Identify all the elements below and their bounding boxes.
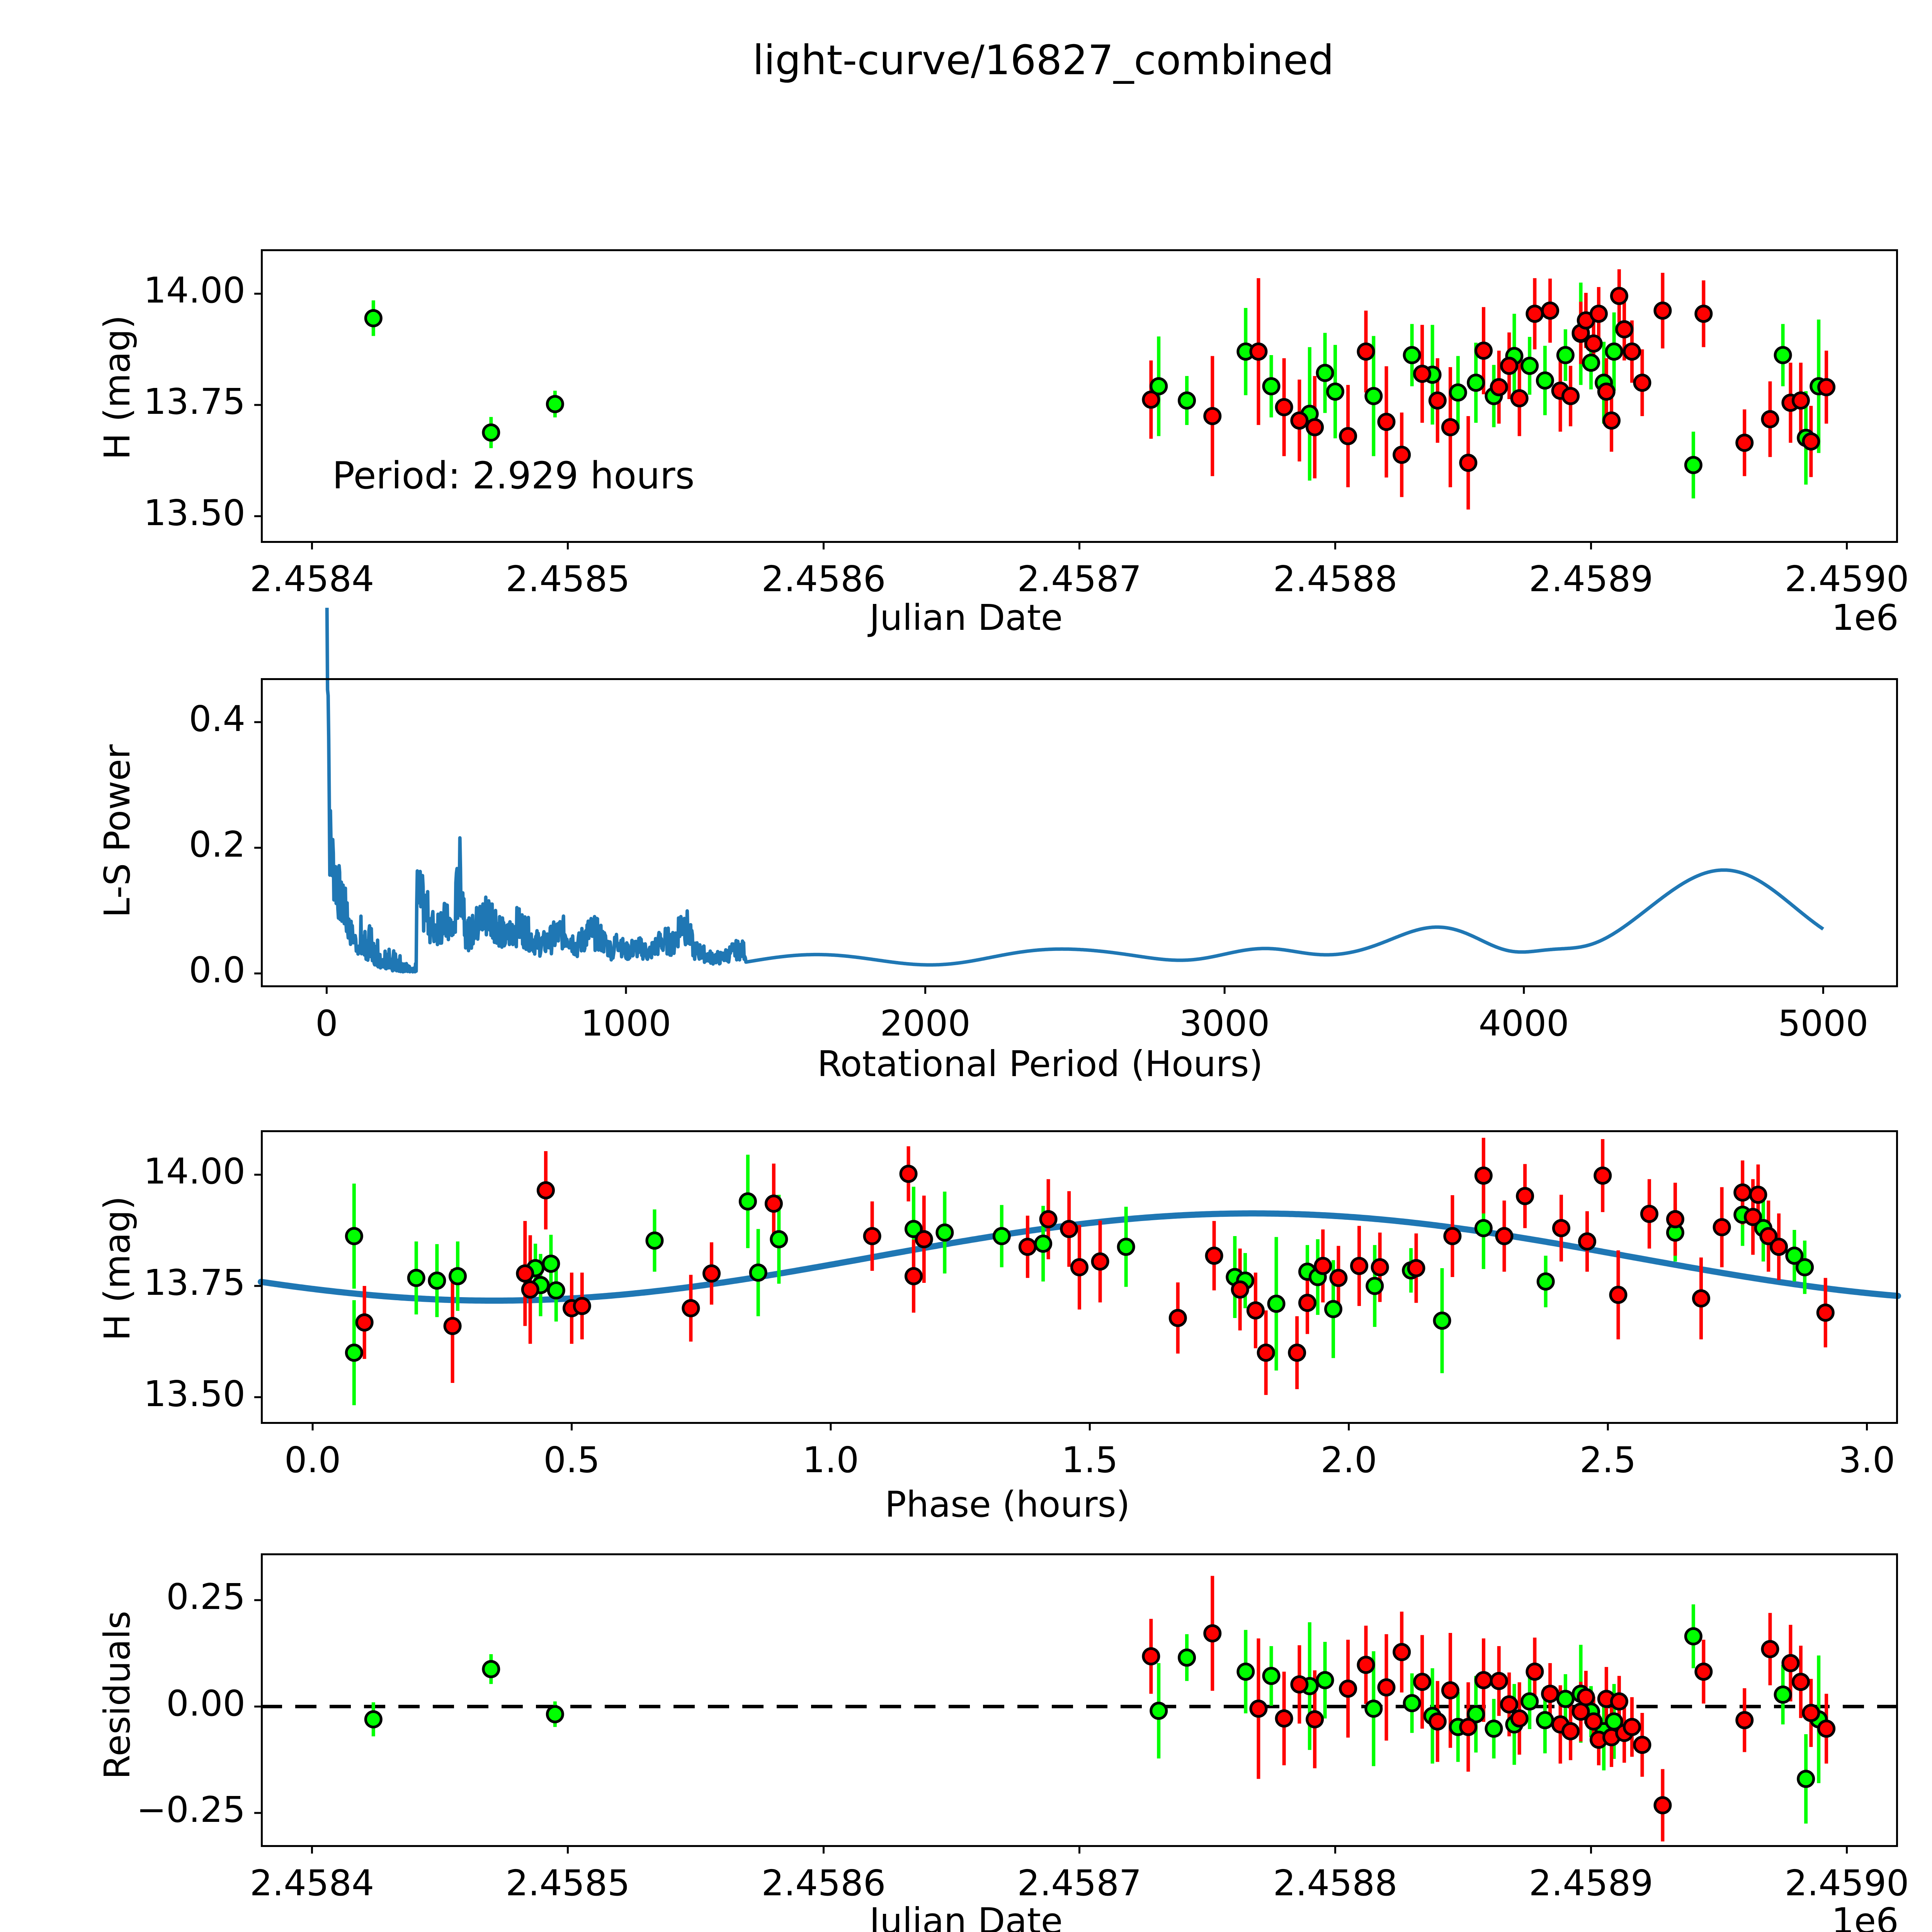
x-tick-label: 3.0 bbox=[1838, 1439, 1895, 1481]
y-tick-label: 13.50 bbox=[143, 1373, 245, 1415]
y-tick-label: 0.00 bbox=[166, 1682, 245, 1724]
x-tick-label: 2.5 bbox=[1579, 1439, 1636, 1481]
axis-label-phase-hours: Phase (hours) bbox=[885, 1484, 1130, 1525]
period-annotation: Period: 2.929 hours bbox=[332, 454, 695, 497]
y-tick-label: 0.2 bbox=[189, 824, 245, 866]
x-tick-label: 2.4588 bbox=[1273, 558, 1398, 600]
y-tick-label: −0.25 bbox=[136, 1789, 245, 1830]
x-tick-label: 2.4589 bbox=[1529, 1862, 1653, 1904]
x-tick-label: 2.4589 bbox=[1529, 558, 1653, 600]
x-tick-label: 2.4588 bbox=[1273, 1862, 1398, 1904]
axis-label-julian-date-1: Julian Date bbox=[869, 597, 1063, 638]
x-tick-label: 2.4585 bbox=[505, 558, 630, 600]
x-tick-label: 1.0 bbox=[802, 1439, 859, 1481]
x-tick-label: 3000 bbox=[1179, 1003, 1270, 1044]
residuals-plot-area bbox=[254, 1576, 1898, 1854]
y-tick-label: 13.75 bbox=[143, 1262, 245, 1304]
y-tick-label: 13.50 bbox=[143, 492, 245, 534]
axis-offset-1e6-2: 1e6 bbox=[1832, 1900, 1899, 1932]
x-tick-label: 2.4590 bbox=[1784, 1862, 1909, 1904]
x-tick-label: 2.4590 bbox=[1784, 558, 1909, 600]
panel-residuals bbox=[254, 1553, 1898, 1854]
data-markers bbox=[364, 287, 1836, 474]
y-tick-label: 14.00 bbox=[143, 270, 245, 311]
x-tick-label: 0.5 bbox=[543, 1439, 600, 1481]
x-tick-label: 2.4587 bbox=[1017, 558, 1142, 600]
figure-title: light-curve/16827_combined bbox=[752, 37, 1334, 84]
y-tick-label: 0.4 bbox=[189, 698, 245, 740]
x-tick-label: 5000 bbox=[1778, 1003, 1869, 1044]
axis-offset-1e6-1: 1e6 bbox=[1832, 597, 1899, 638]
periodogram-plot-area bbox=[254, 607, 1825, 994]
y-tick-label: 0.25 bbox=[166, 1576, 245, 1618]
x-tick-label: 2.0 bbox=[1320, 1439, 1377, 1481]
axis-label-rotational-period: Rotational Period (Hours) bbox=[817, 1043, 1263, 1085]
data-markers bbox=[345, 1165, 1835, 1362]
x-tick-label: 2.4586 bbox=[761, 558, 886, 600]
lightcurve-time-plot-area bbox=[254, 269, 1848, 549]
panel-lightcurve-time bbox=[254, 249, 1898, 549]
phase-folded-plot-area bbox=[254, 1138, 1901, 1430]
x-tick-label: 2.4586 bbox=[761, 1862, 886, 1904]
x-tick-label: 2.4584 bbox=[250, 1862, 374, 1904]
x-tick-label: 0 bbox=[315, 1003, 338, 1044]
data-markers bbox=[364, 1624, 1836, 1815]
panel-phase-folded bbox=[254, 1130, 1901, 1430]
y-tick-label: 0.0 bbox=[189, 949, 245, 991]
x-tick-label: 4000 bbox=[1478, 1003, 1569, 1044]
y-tick-label: 13.75 bbox=[143, 381, 245, 423]
x-tick-label: 2000 bbox=[880, 1003, 971, 1044]
x-tick-label: 1.5 bbox=[1061, 1439, 1118, 1481]
error-bars bbox=[371, 1576, 1828, 1842]
x-tick-label: 2.4587 bbox=[1017, 1862, 1142, 1904]
axis-label-julian-date-2: Julian Date bbox=[869, 1900, 1063, 1932]
panel-lomb-scargle bbox=[254, 607, 1898, 994]
x-tick-label: 0.0 bbox=[284, 1439, 341, 1481]
x-tick-label: 1000 bbox=[580, 1003, 672, 1044]
y-tick-label: 14.00 bbox=[143, 1151, 245, 1192]
x-tick-label: 2.4585 bbox=[505, 1862, 630, 1904]
x-tick-label: 2.4584 bbox=[250, 558, 374, 600]
